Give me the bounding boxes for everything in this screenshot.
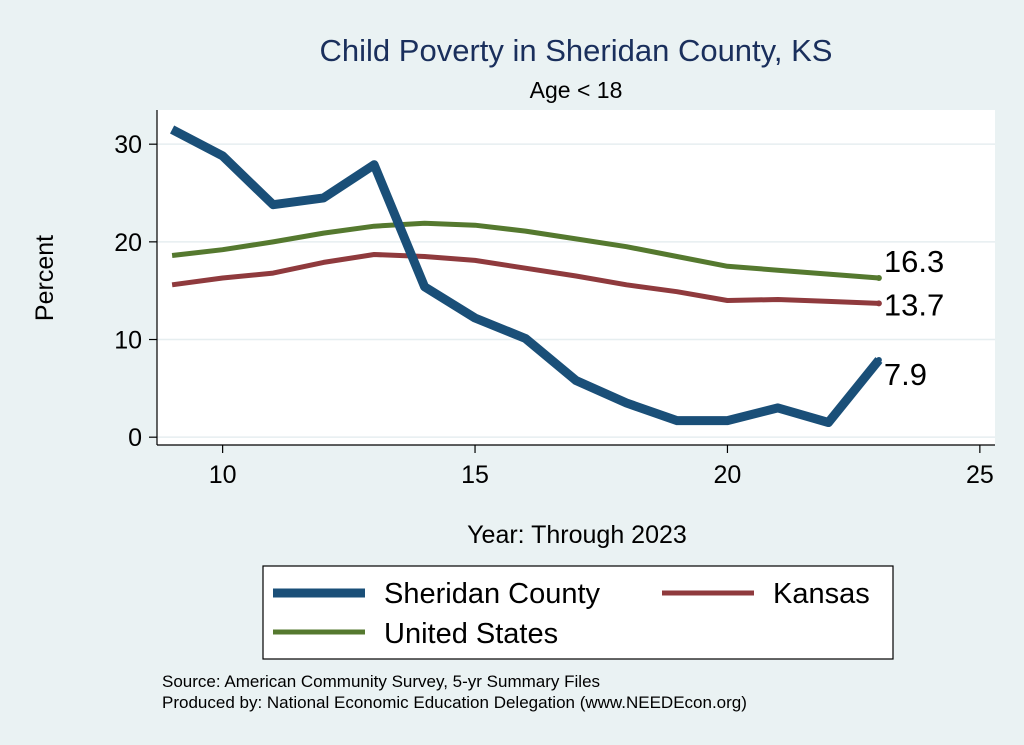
end-marker-united-states [875,274,882,281]
x-tick-label-15: 15 [461,461,489,489]
x-tick-label-10: 10 [209,461,237,489]
series-lines [170,125,883,427]
y-tick-label-30: 30 [114,131,142,159]
legend-box [262,565,894,660]
legend-label-kansas: Kansas [773,578,870,610]
y-tick-label-20: 20 [114,229,142,257]
y-tick-label-0: 0 [128,424,142,452]
end-marker-kansas [875,300,882,307]
y-tick-label-10: 10 [114,327,142,355]
source-note: Source: American Community Survey, 5-yr … [162,672,600,691]
end-label-united-states: 16.3 [884,244,944,279]
series-line-kansas [171,252,879,306]
series-line-sheridan-county [170,125,883,427]
x-axis-label: Year: Through 2023 [467,521,687,549]
grid-lines [157,143,995,438]
end-label-sheridan-county: 7.9 [884,357,927,392]
axes: 0 10 20 30 10 15 20 25 [114,110,995,489]
chart-title: Child Poverty in Sheridan County, KS [320,33,833,68]
legend-label-sheridan-county: Sheridan County [384,578,601,610]
legend: Sheridan County Kansas United States [262,565,894,660]
y-axis-label: Percent [31,235,59,321]
end-label-kansas: 13.7 [884,287,944,322]
end-labels: 7.9 13.7 16.3 [884,244,944,392]
end-marker-sheridan-county [875,357,882,364]
x-tick-label-25: 25 [966,461,994,489]
legend-label-united-states: United States [384,618,558,650]
produced-by-note: Produced by: National Economic Education… [162,693,747,712]
chart-subtitle: Age < 18 [530,77,623,103]
x-tick-label-20: 20 [714,461,742,489]
series-line-united-states [171,220,880,281]
